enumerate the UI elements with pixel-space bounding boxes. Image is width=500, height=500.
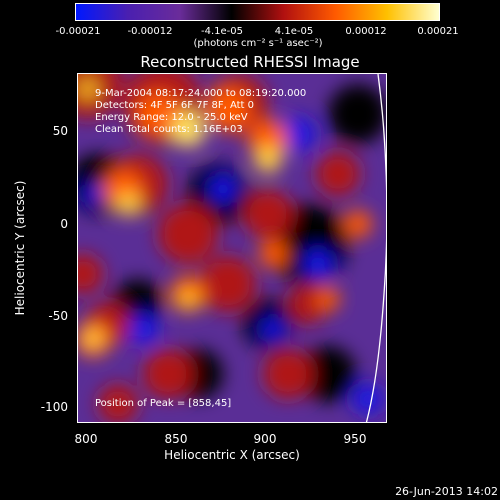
image-blobs (78, 74, 386, 422)
colorbar-tick: -0.00021 (55, 26, 101, 37)
colorbar-tick: -4.1e-05 (201, 26, 243, 37)
intensity-blob (303, 249, 333, 279)
intensity-blob (209, 175, 237, 203)
intensity-blob (328, 84, 386, 144)
intensity-blob (200, 256, 256, 312)
intensity-blob (259, 240, 287, 268)
info-peak: Position of Peak = [858,45] (95, 398, 232, 409)
intensity-blob (248, 119, 288, 159)
intensity-blob (254, 145, 282, 173)
y-tick: 50 (52, 124, 68, 138)
x-tick: 950 (343, 432, 367, 446)
timestamp: 26-Jun-2013 14:02 (395, 485, 498, 498)
intensity-blob (243, 189, 293, 239)
info-energy: Energy Range: 12.0 - 25.0 keV (95, 112, 248, 123)
info-time: 9-Mar-2004 08:17:24.000 to 08:19:20.000 (95, 88, 307, 99)
x-tick: 800 (74, 432, 98, 446)
x-tick: 850 (164, 432, 188, 446)
intensity-blob (78, 254, 103, 294)
y-tick: 0 (60, 217, 68, 231)
intensity-blob (98, 384, 138, 422)
colorbar (75, 3, 440, 21)
intensity-blob (158, 204, 218, 264)
intensity-blob (83, 329, 103, 349)
rhessi-image (77, 73, 387, 423)
intensity-blob (263, 349, 313, 399)
intensity-blob (344, 210, 372, 238)
intensity-blob (280, 116, 316, 152)
intensity-blob (352, 383, 384, 415)
intensity-blob (206, 87, 250, 131)
y-tick: -100 (40, 400, 68, 414)
y-tick: -50 (48, 309, 68, 323)
image-canvas (78, 74, 386, 422)
info-clean: Clean Total counts: 1.16E+03 (95, 124, 243, 135)
intensity-blob (170, 111, 206, 147)
colorbar-tick: 0.00012 (345, 26, 387, 37)
x-axis-label: Heliocentric X (arcsec) (164, 448, 300, 462)
colorbar-tick: -0.00012 (127, 26, 173, 37)
y-axis-label: Heliocentric Y (arcsec) (13, 180, 27, 316)
intensity-blob (78, 79, 98, 99)
intensity-blob (316, 152, 360, 196)
intensity-blob (261, 317, 285, 341)
colorbar-tick: 4.1e-05 (274, 26, 314, 37)
colorbar-units: (photons cm⁻² s⁻¹ asec⁻²) (193, 38, 323, 49)
intensity-blob (116, 192, 140, 216)
intensity-blob (300, 346, 356, 402)
intensity-blob (178, 289, 198, 309)
colorbar-tick: 0.00021 (417, 26, 459, 37)
x-tick: 900 (253, 432, 277, 446)
intensity-blob (143, 349, 193, 399)
intensity-blob (83, 184, 103, 204)
intensity-blob (316, 287, 340, 311)
intensity-blob (127, 313, 159, 345)
solar-limb (365, 74, 386, 422)
info-detectors: Detectors: 4F 5F 6F 7F 8F, Att 0 (95, 100, 255, 111)
image-title: Reconstructed RHESSI Image (140, 53, 360, 71)
intensity-blob (136, 92, 180, 136)
